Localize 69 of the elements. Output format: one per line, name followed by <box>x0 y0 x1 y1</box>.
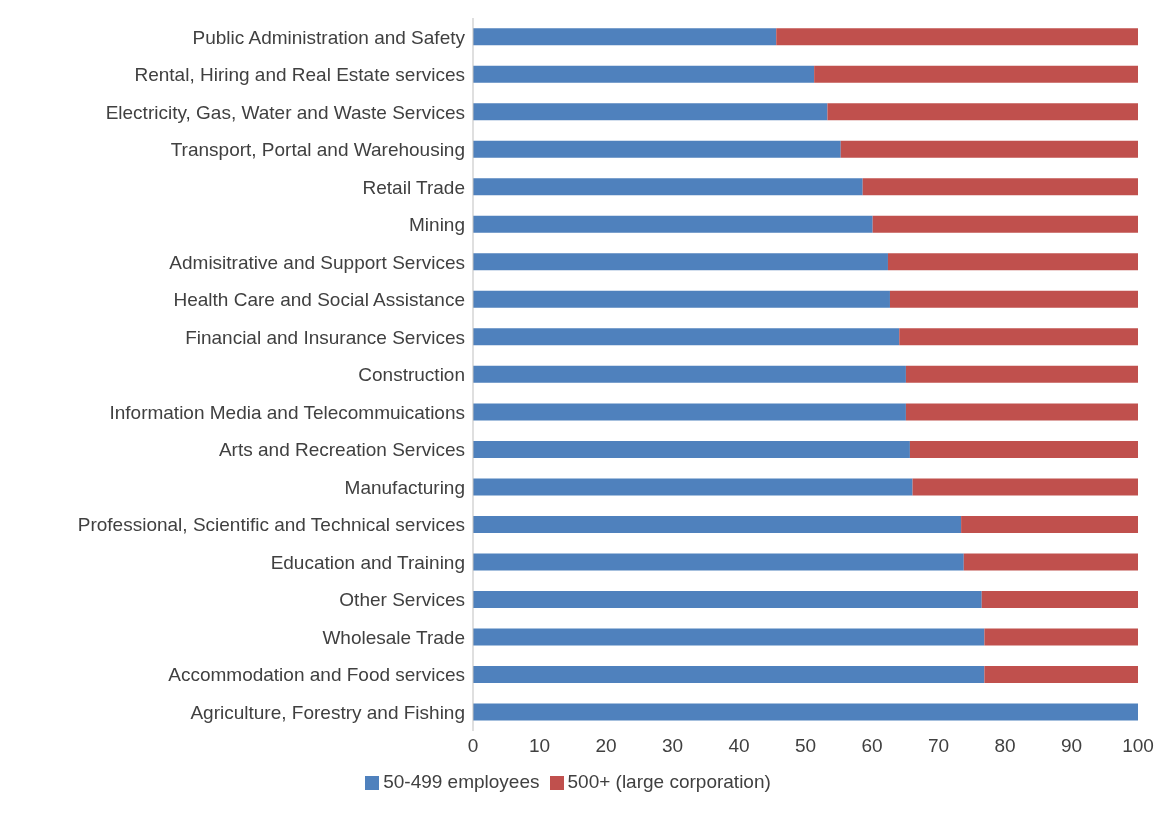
bar <box>961 515 1138 533</box>
y-tick-label: Rental, Hiring and Real Estate services <box>134 64 465 86</box>
x-tick-label: 60 <box>861 735 883 757</box>
bar <box>473 65 815 83</box>
bar <box>473 140 841 158</box>
y-tick-label: Arts and Recreation Services <box>218 439 465 461</box>
x-tick-label: 80 <box>994 735 1016 757</box>
bar <box>909 440 1138 458</box>
y-tick-label: Wholesale Trade <box>322 626 465 648</box>
y-tick-label: Education and Training <box>270 551 465 573</box>
bar <box>984 666 1138 684</box>
bar <box>473 290 890 308</box>
x-tick-label: 100 <box>1122 735 1154 757</box>
bar <box>473 628 985 646</box>
bar <box>473 103 828 121</box>
bar <box>473 666 985 684</box>
legend-label: 50-499 employees <box>383 771 540 792</box>
bar <box>473 515 962 533</box>
legend-label: 500+ (large corporation) <box>567 771 771 792</box>
y-tick-label: Other Services <box>339 589 465 611</box>
bar <box>473 403 906 421</box>
x-tick-label: 0 <box>467 735 479 757</box>
bar <box>887 253 1138 271</box>
bar <box>872 215 1138 233</box>
y-tick-label: Public Administration and Safety <box>192 26 466 48</box>
bar <box>889 290 1138 308</box>
bar <box>473 553 964 571</box>
y-tick-label: Mining <box>409 214 465 236</box>
bar <box>473 28 777 46</box>
bar <box>473 591 982 609</box>
bar <box>473 478 913 496</box>
bar <box>473 328 900 346</box>
bar <box>905 403 1138 421</box>
bar <box>473 365 906 383</box>
y-tick-label: Manufacturing <box>344 476 465 498</box>
x-tick-label: 50 <box>794 735 817 757</box>
bar <box>840 140 1138 158</box>
bar <box>912 478 1138 496</box>
x-tick-label: 10 <box>528 735 551 757</box>
y-tick-label: Construction <box>358 364 465 386</box>
bar <box>963 553 1138 571</box>
y-tick-label: Health Care and Social Assistance <box>173 289 465 311</box>
y-tick-label: Agriculture, Forestry and Fishing <box>190 701 465 723</box>
y-tick-label: Accommodation and Food services <box>168 664 465 686</box>
bar <box>984 628 1138 646</box>
y-tick-label: Retail Trade <box>362 176 465 198</box>
x-tick-label: 40 <box>728 735 750 757</box>
x-tick-label: 20 <box>595 735 617 757</box>
bar <box>473 703 1138 721</box>
bar <box>776 28 1138 46</box>
y-tick-label: Professional, Scientific and Technical services <box>77 514 465 536</box>
y-tick-label: Information Media and Telecommuications <box>109 401 465 423</box>
bar <box>981 591 1138 609</box>
bar <box>473 440 910 458</box>
y-tick-label: Transport, Portal and Warehousing <box>170 139 465 161</box>
x-tick-label: 90 <box>1060 735 1083 757</box>
bar <box>473 178 863 196</box>
bar <box>473 215 873 233</box>
y-tick-label: Electricity, Gas, Water and Waste Services <box>105 101 465 123</box>
y-tick-label: Admisitrative and Support Services <box>169 251 465 273</box>
bar <box>827 103 1138 121</box>
bar <box>899 328 1138 346</box>
bar <box>862 178 1138 196</box>
bar <box>473 253 888 271</box>
x-tick-label: 30 <box>661 735 684 757</box>
bar <box>905 365 1138 383</box>
x-tick-label: 70 <box>927 735 950 757</box>
y-tick-label: Financial and Insurance Services <box>185 326 465 348</box>
bar <box>814 65 1138 83</box>
